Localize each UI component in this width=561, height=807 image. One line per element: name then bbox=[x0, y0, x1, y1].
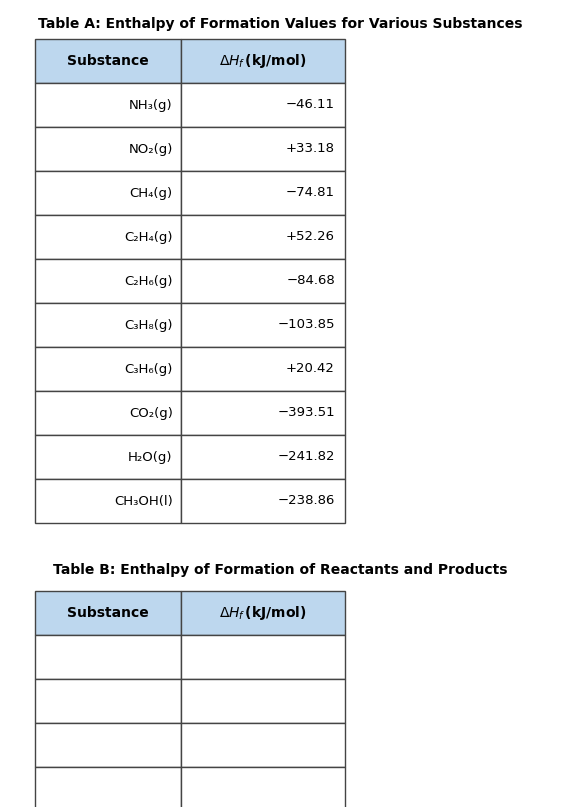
Bar bbox=[35, 215, 181, 259]
Text: −74.81: −74.81 bbox=[286, 186, 335, 199]
Text: C₃H₈(g): C₃H₈(g) bbox=[124, 319, 173, 332]
Bar bbox=[35, 723, 181, 767]
Text: +33.18: +33.18 bbox=[286, 143, 335, 156]
Text: −84.68: −84.68 bbox=[286, 274, 335, 287]
Bar bbox=[35, 767, 181, 807]
Text: CO₂(g): CO₂(g) bbox=[129, 407, 173, 420]
Text: $\Delta \mathit{H}_f\,\mathbf{(kJ/mol)}$: $\Delta \mathit{H}_f\,\mathbf{(kJ/mol)}$ bbox=[219, 604, 307, 622]
Text: −103.85: −103.85 bbox=[278, 319, 335, 332]
Bar bbox=[181, 591, 345, 635]
Bar bbox=[181, 435, 345, 479]
Bar bbox=[35, 171, 181, 215]
Bar bbox=[181, 83, 345, 127]
Text: +52.26: +52.26 bbox=[286, 231, 335, 244]
Text: NH₃(g): NH₃(g) bbox=[129, 98, 173, 111]
Bar bbox=[35, 679, 181, 723]
Text: −393.51: −393.51 bbox=[277, 407, 335, 420]
Text: Table B: Enthalpy of Formation of Reactants and Products: Table B: Enthalpy of Formation of Reacta… bbox=[53, 563, 508, 577]
Text: Table A: Enthalpy of Formation Values for Various Substances: Table A: Enthalpy of Formation Values fo… bbox=[38, 17, 523, 31]
Text: C₂H₆(g): C₂H₆(g) bbox=[124, 274, 173, 287]
Bar bbox=[181, 39, 345, 83]
Text: −46.11: −46.11 bbox=[286, 98, 335, 111]
Bar bbox=[181, 215, 345, 259]
Bar bbox=[35, 591, 181, 635]
Bar bbox=[181, 303, 345, 347]
Bar bbox=[35, 435, 181, 479]
Text: NO₂(g): NO₂(g) bbox=[128, 143, 173, 156]
Text: −241.82: −241.82 bbox=[278, 450, 335, 463]
Text: Substance: Substance bbox=[67, 54, 149, 68]
Bar bbox=[35, 39, 181, 83]
Bar bbox=[35, 479, 181, 523]
Bar bbox=[35, 83, 181, 127]
Text: C₂H₄(g): C₂H₄(g) bbox=[124, 231, 173, 244]
Text: Substance: Substance bbox=[67, 606, 149, 620]
Bar bbox=[181, 347, 345, 391]
Bar bbox=[181, 679, 345, 723]
Text: C₃H₆(g): C₃H₆(g) bbox=[125, 362, 173, 375]
Bar bbox=[181, 391, 345, 435]
Text: CH₄(g): CH₄(g) bbox=[130, 186, 173, 199]
Bar bbox=[35, 259, 181, 303]
Bar bbox=[35, 127, 181, 171]
Text: −238.86: −238.86 bbox=[278, 495, 335, 508]
Bar bbox=[181, 171, 345, 215]
Bar bbox=[181, 479, 345, 523]
Text: H₂O(g): H₂O(g) bbox=[128, 450, 173, 463]
Bar bbox=[181, 723, 345, 767]
Bar bbox=[181, 635, 345, 679]
Bar bbox=[35, 391, 181, 435]
Bar bbox=[181, 767, 345, 807]
Bar bbox=[35, 303, 181, 347]
Bar bbox=[35, 347, 181, 391]
Bar bbox=[35, 635, 181, 679]
Bar bbox=[181, 259, 345, 303]
Text: +20.42: +20.42 bbox=[286, 362, 335, 375]
Bar bbox=[181, 127, 345, 171]
Text: $\Delta \mathit{H}_f\,\mathbf{(kJ/mol)}$: $\Delta \mathit{H}_f\,\mathbf{(kJ/mol)}$ bbox=[219, 52, 307, 70]
Text: CH₃OH(l): CH₃OH(l) bbox=[114, 495, 173, 508]
